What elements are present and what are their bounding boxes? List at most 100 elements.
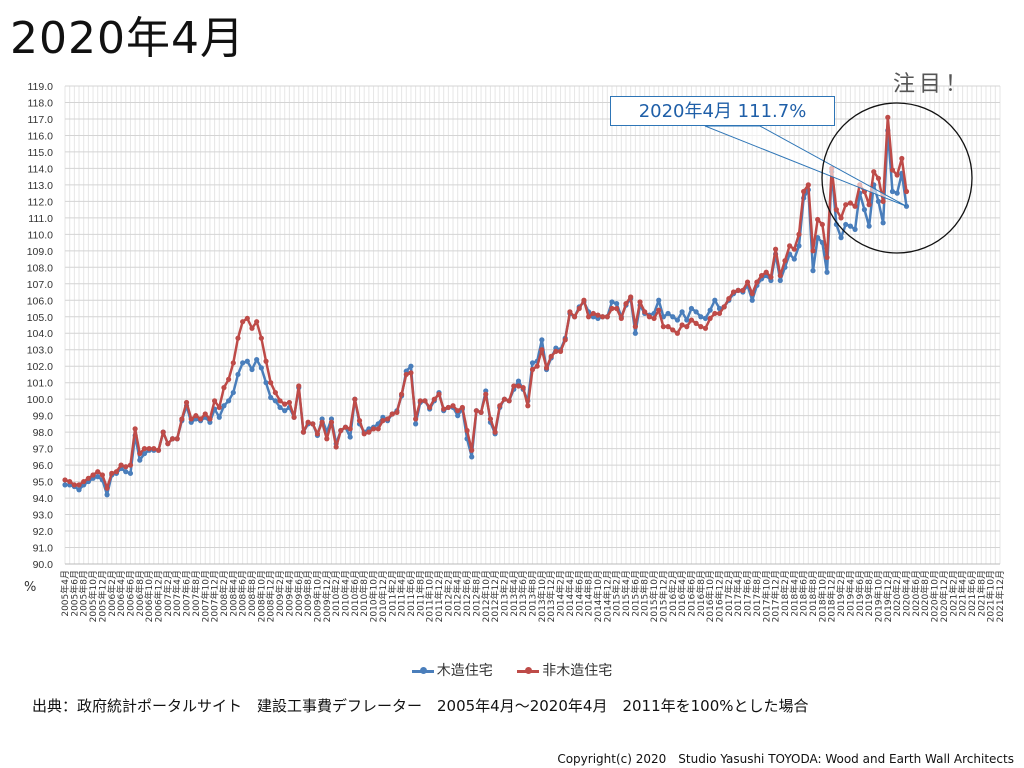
callout-pointer [704, 125, 907, 207]
data-point-wood [408, 363, 414, 369]
data-point-nonwood [557, 348, 564, 354]
data-point-nonwood [801, 188, 807, 195]
source-note: 出典：政府統計ポータルサイト 建設工事費デフレーター 2005年4月～2020年… [32, 697, 809, 715]
data-point-nonwood [833, 207, 839, 213]
x-tick-label: 2016年6月 [685, 570, 697, 617]
data-point-wood [861, 207, 868, 213]
data-point-wood [141, 450, 148, 457]
y-tick-label: 112.0 [28, 196, 54, 208]
x-tick-label: 2014年8月 [583, 570, 595, 617]
data-point-nonwood [300, 429, 307, 435]
data-point-wood [712, 297, 718, 303]
data-point-wood [749, 297, 755, 303]
legend-label-nonwood: 非木造住宅 [542, 663, 613, 679]
x-tick-label: 2019年4月 [844, 570, 856, 617]
data-point-nonwood [628, 294, 634, 300]
data-point-wood [282, 408, 288, 414]
data-point-nonwood [324, 436, 330, 442]
data-point-nonwood [240, 319, 246, 325]
data-point-nonwood [450, 403, 456, 409]
x-tick-label: 2013年8月 [527, 570, 539, 617]
data-point-wood [539, 337, 545, 343]
x-tick-label: 2009年6月 [293, 570, 305, 617]
data-point-nonwood [202, 411, 208, 417]
data-point-nonwood [707, 315, 713, 322]
x-tick-label: 2013年2月 [498, 570, 510, 617]
data-point-nonwood [384, 416, 391, 422]
x-tick-label: 2017年2月 [723, 570, 735, 617]
data-point-wood [240, 360, 246, 366]
data-point-nonwood [338, 427, 344, 434]
data-point-nonwood [174, 436, 180, 442]
data-point-nonwood [604, 314, 610, 320]
data-point-wood [777, 277, 783, 284]
y-tick-label: 111.0 [28, 213, 53, 225]
x-tick-label: 2008年6月 [237, 570, 249, 617]
data-point-wood [614, 300, 620, 307]
x-tick-label: 2009年10月 [311, 570, 323, 622]
data-point-nonwood [109, 470, 115, 476]
data-point-wood [674, 317, 681, 323]
data-point-nonwood [871, 169, 877, 175]
x-tick-label: 2018年8月 [807, 570, 819, 617]
y-tick-label: 104.0 [27, 328, 53, 340]
data-point-nonwood [684, 324, 690, 330]
data-point-nonwood [674, 330, 681, 336]
data-point-wood [707, 307, 713, 313]
data-point-wood [665, 310, 671, 317]
x-tick-label: 2018年2月 [779, 570, 791, 617]
data-point-nonwood [796, 231, 802, 237]
data-point-nonwood [646, 314, 652, 320]
data-point-nonwood [441, 406, 447, 412]
data-point-nonwood [894, 172, 900, 178]
x-tick-label: 2021年2月 [947, 570, 959, 617]
data-point-nonwood [614, 305, 620, 312]
data-point-wood [843, 221, 849, 228]
data-point-nonwood [422, 398, 428, 404]
data-point-nonwood [758, 272, 765, 279]
x-tick-label: 2005年4月 [59, 570, 71, 617]
data-point-nonwood [413, 416, 419, 422]
x-tick-label: 2010年2月 [330, 570, 342, 617]
x-tick-label: 2016年2月 [667, 570, 679, 617]
data-point-nonwood [216, 404, 222, 411]
data-point-wood [137, 457, 143, 463]
data-point-nonwood [600, 314, 606, 320]
data-point-nonwood [473, 408, 479, 414]
data-point-nonwood [389, 411, 395, 417]
x-tick-label: 2007年2月 [162, 570, 174, 617]
x-tick-label: 2009年2月 [274, 570, 286, 617]
x-tick-label: 2017年4月 [732, 570, 744, 617]
data-point-nonwood [642, 309, 648, 315]
data-point-wood [254, 357, 260, 363]
y-tick-label: 118.0 [28, 97, 54, 109]
x-tick-label: 2019年10月 [872, 570, 884, 622]
data-point-nonwood [515, 383, 522, 389]
data-point-nonwood [160, 429, 166, 435]
x-tick-label: 2014年6月 [573, 570, 585, 617]
attention-label: 注目！ [893, 72, 972, 97]
data-point-nonwood [319, 419, 325, 425]
data-point-nonwood [436, 391, 442, 397]
x-tick-label: 2008年12月 [265, 570, 277, 622]
y-tick-label: 92.0 [33, 526, 54, 538]
data-point-wood [272, 398, 278, 404]
y-tick-label: 96.0 [33, 460, 54, 472]
data-point-nonwood [791, 246, 797, 252]
x-tick-label: 2006年4月 [115, 570, 127, 617]
y-tick-label: 94.0 [33, 493, 54, 505]
y-tick-label: 114.0 [28, 163, 54, 175]
x-tick-label: 2008年8月 [246, 570, 258, 617]
y-tick-label: 117.0 [28, 114, 54, 126]
data-point-nonwood [76, 482, 82, 488]
x-tick-label: 2005年8月 [78, 570, 90, 617]
data-point-wood [249, 366, 255, 373]
data-point-nonwood [118, 462, 124, 468]
data-point-wood [104, 492, 110, 498]
data-point-wood [609, 299, 615, 305]
x-tick-label: 2018年10月 [816, 570, 828, 622]
data-point-nonwood [333, 444, 339, 450]
data-point-nonwood [249, 325, 255, 331]
data-point-nonwood [427, 404, 433, 411]
data-point-nonwood [581, 297, 587, 303]
